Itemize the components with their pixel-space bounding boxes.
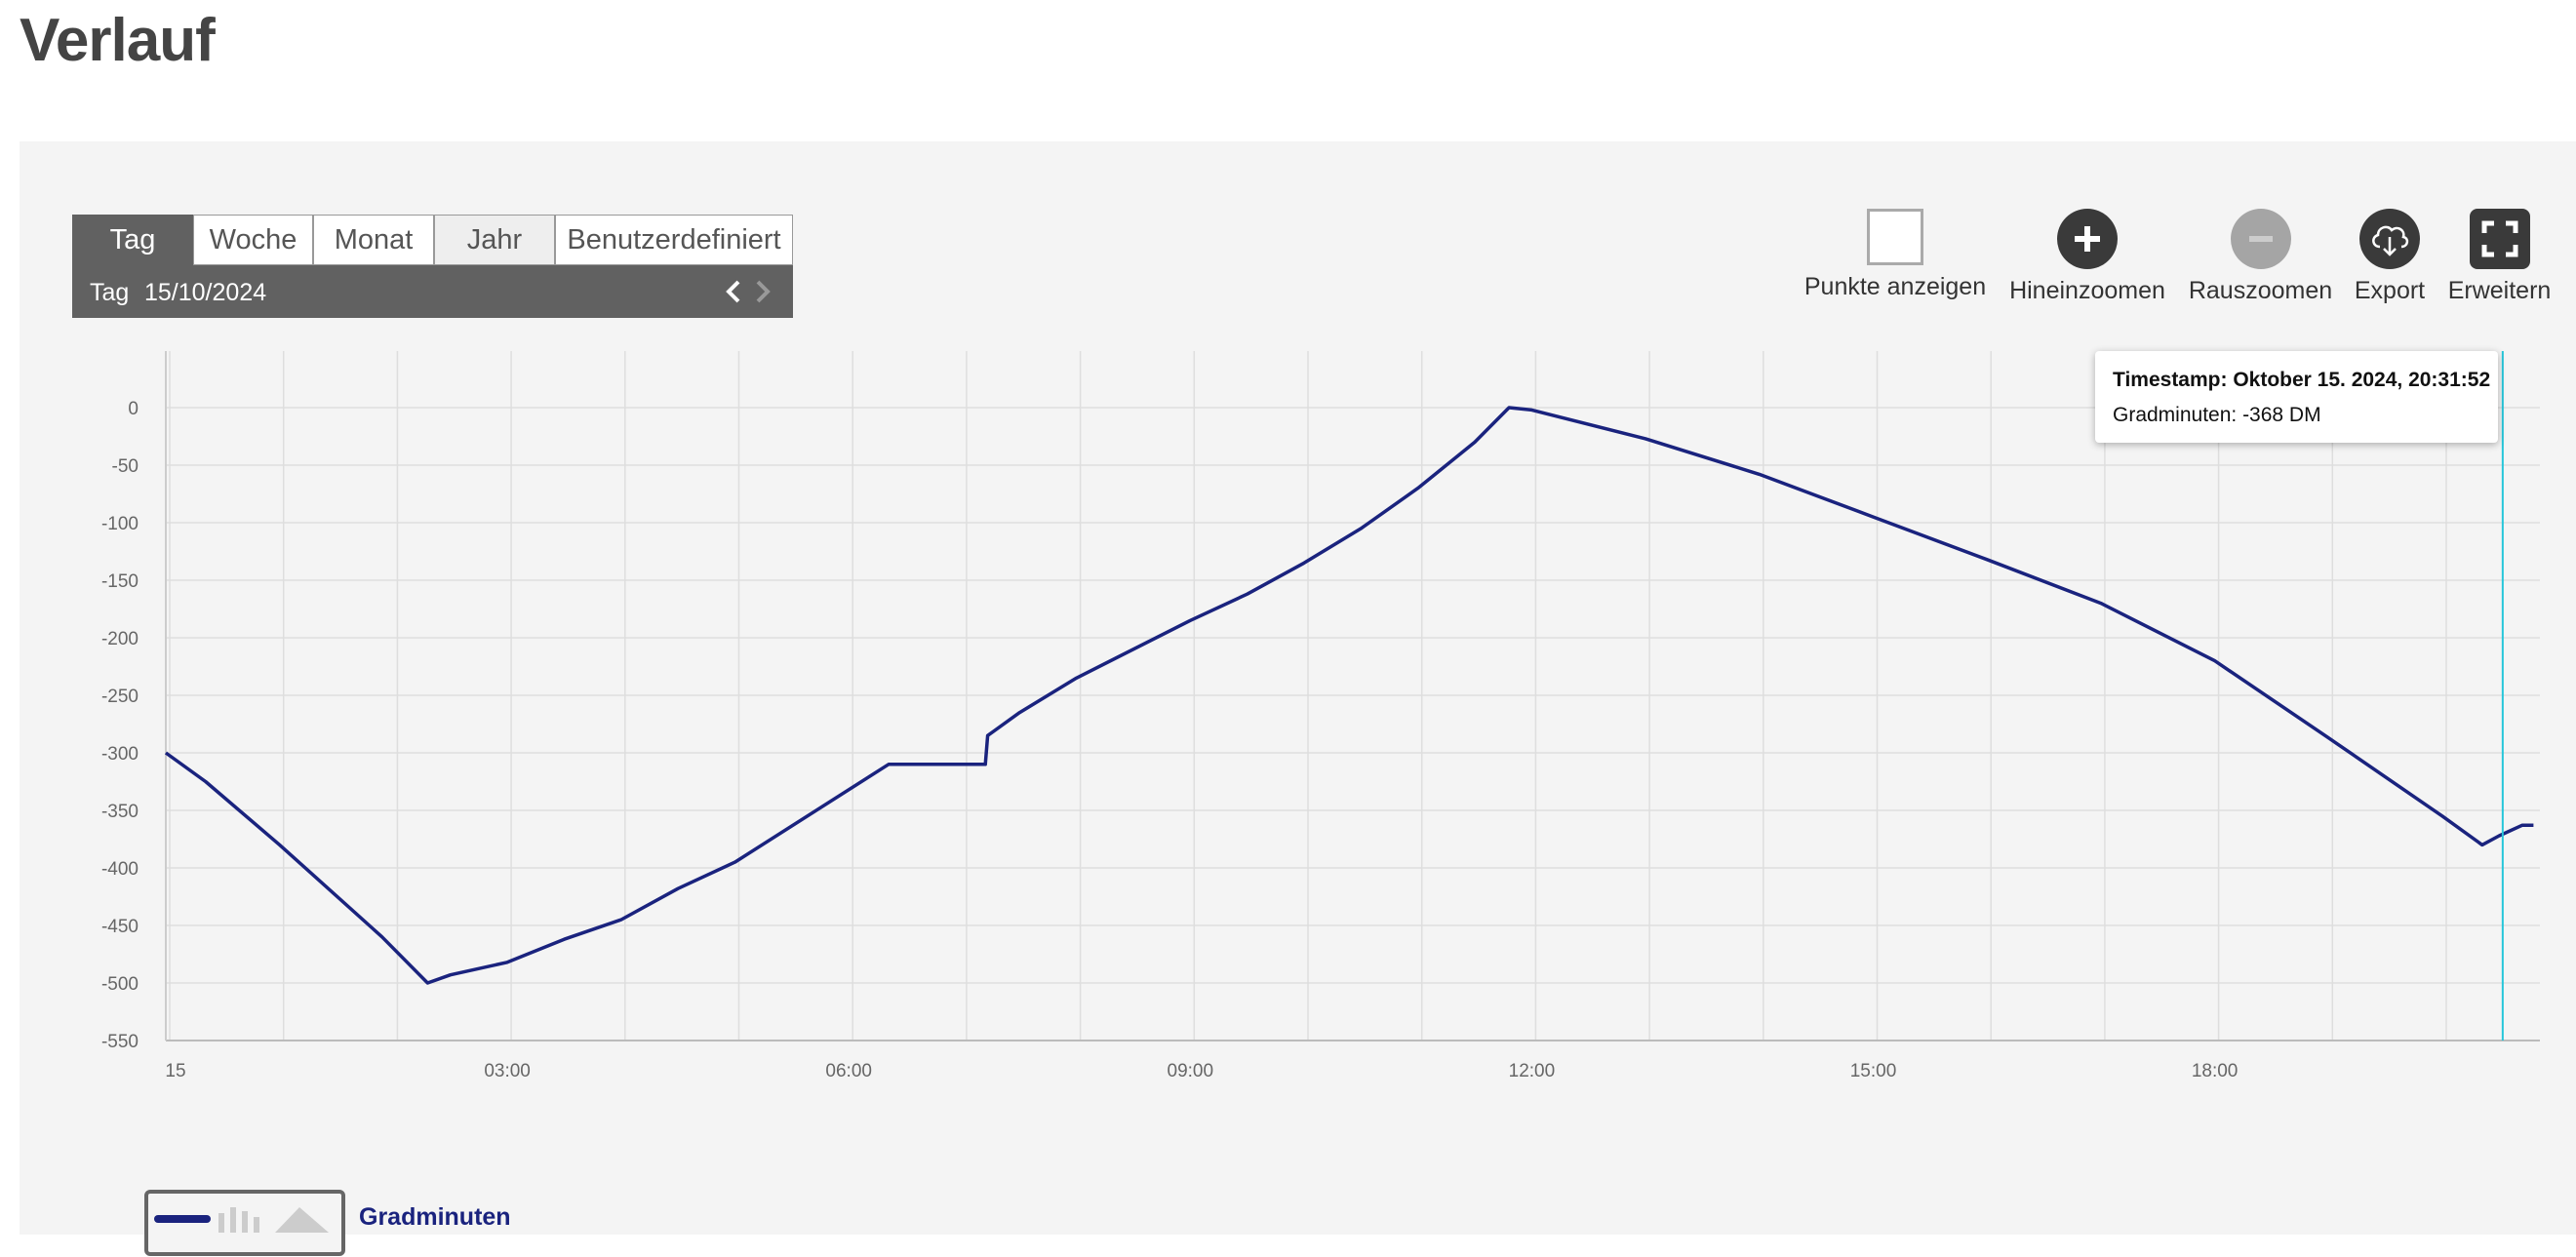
x-tick-label: 15 [165, 1061, 185, 1081]
show-points-label: Punkte anzeigen [1803, 273, 1987, 300]
y-tick-label: -200 [101, 629, 139, 649]
x-tick-label: 06:00 [825, 1061, 872, 1081]
y-tick-label: -100 [101, 514, 139, 534]
show-points-toggle[interactable]: Punkte anzeigen [1803, 209, 1988, 301]
y-tick-label: -300 [101, 744, 139, 765]
range-selector: Tag Woche Monat Jahr Benutzerdefiniert T… [72, 215, 793, 318]
y-tick-label: -400 [101, 859, 139, 880]
x-tick-label: 15:00 [1850, 1061, 1897, 1081]
y-tick-label: -50 [112, 456, 139, 477]
range-period-bar: Tag 15/10/2024 [72, 267, 793, 318]
expand-label: Erweitern [2447, 277, 2552, 304]
chevron-right-icon[interactable] [753, 277, 773, 314]
period-date: 15/10/2024 [144, 279, 267, 306]
checkbox-icon[interactable] [1867, 209, 1923, 265]
tab-woche[interactable]: Woche [193, 215, 313, 265]
tooltip-timestamp: Timestamp: Oktober 15. 2024, 20:31:52 [2113, 369, 2491, 391]
x-tick-label: 09:00 [1168, 1061, 1214, 1081]
legend-series-label: Gradminuten [359, 1203, 511, 1231]
y-tick-label: -550 [101, 1032, 139, 1052]
series-line-gradminuten[interactable] [164, 406, 2534, 985]
chart-tooltip: Timestamp: Oktober 15. 2024, 20:31:52 Gr… [2095, 351, 2498, 443]
plus-icon [2057, 209, 2118, 269]
zoom-in-label: Hineinzoomen [2009, 277, 2165, 304]
y-tick-label: -500 [101, 974, 139, 995]
tab-jahr[interactable]: Jahr [434, 215, 555, 265]
period-label: Tag [90, 279, 130, 306]
page-title: Verlauf [20, 7, 216, 74]
tab-tag[interactable]: Tag [72, 215, 193, 265]
export-button[interactable]: Export [2346, 209, 2434, 305]
tab-monat[interactable]: Monat [313, 215, 434, 265]
cloud-download-icon [2359, 209, 2420, 269]
legend-series-icon[interactable] [144, 1190, 345, 1256]
chevron-left-icon[interactable] [724, 277, 743, 314]
tab-benutzerdefiniert[interactable]: Benutzerdefiniert [555, 215, 793, 265]
tooltip-value: Gradminuten: -368 DM [2113, 404, 2321, 426]
y-tick-label: 0 [128, 399, 139, 419]
y-tick-label: -350 [101, 802, 139, 822]
gradminuten-line-chart[interactable]: 0 -50 -100 -150 -200 -250 -300 -350 -400 -450 -500… [72, 346, 2576, 1087]
x-tick-label: 03:00 [484, 1061, 531, 1081]
fullscreen-icon [2469, 209, 2530, 269]
minus-icon [2230, 209, 2291, 269]
y-tick-label: -450 [101, 917, 139, 937]
chart-panel [20, 141, 2576, 1235]
zoom-out-label: Rauszoomen [2188, 277, 2333, 304]
x-tick-label: 12:00 [1509, 1061, 1556, 1081]
export-label: Export [2354, 277, 2426, 304]
zoom-out-button[interactable]: Rauszoomen [2185, 209, 2336, 305]
expand-button[interactable]: Erweitern [2443, 209, 2556, 305]
x-tick-label: 18:00 [2192, 1061, 2239, 1081]
zoom-in-button[interactable]: Hineinzoomen [2004, 209, 2170, 305]
y-tick-label: -150 [101, 571, 139, 592]
y-tick-label: -250 [101, 687, 139, 707]
